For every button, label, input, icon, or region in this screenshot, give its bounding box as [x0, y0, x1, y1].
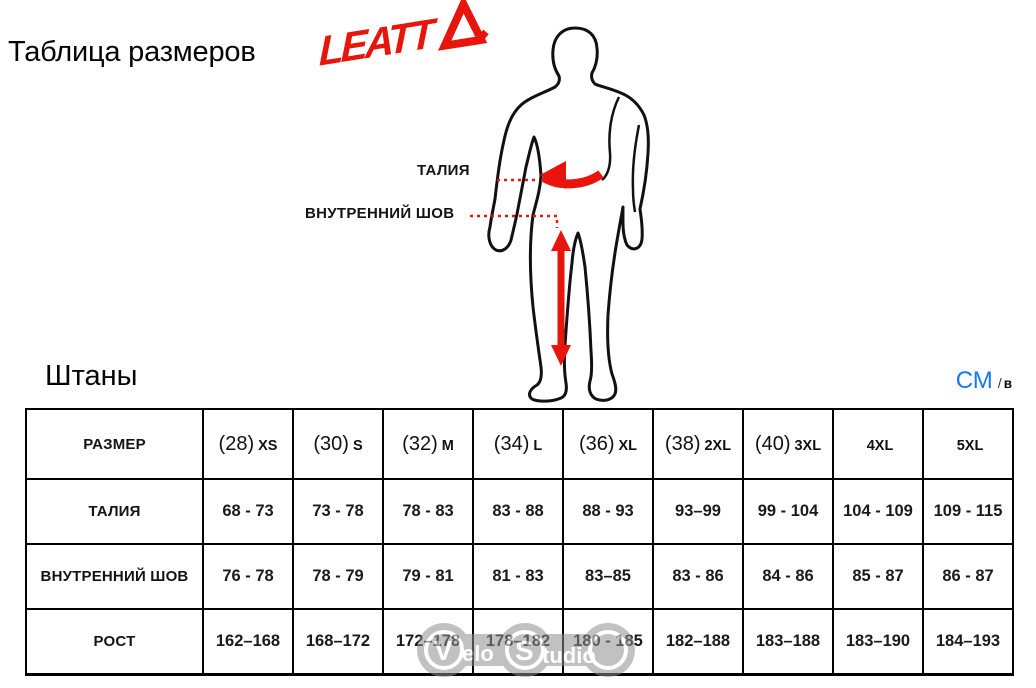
size-value-cell: 178–182: [472, 608, 564, 676]
size-value-cell: 109 - 115: [922, 478, 1014, 545]
units-secondary: в: [1003, 376, 1012, 391]
size-column-header: (32) M: [382, 408, 474, 480]
size-code: S: [352, 437, 363, 454]
size-code: XL: [618, 437, 638, 454]
page-title: Таблица размеров: [8, 36, 256, 68]
size-column-header: 4XL: [832, 408, 924, 480]
size-value-cell: 162–168: [202, 608, 294, 676]
size-column-header: (38) 2XL: [652, 408, 744, 480]
leatt-triangle-icon: [438, 0, 489, 51]
inseam-arrowhead-bottom-icon: [551, 345, 571, 366]
row-label: ТАЛИЯ: [25, 478, 204, 545]
size-column-header: (36) XL: [562, 408, 654, 480]
waist-measure-arrow-icon: [540, 170, 604, 189]
size-number: (32): [402, 432, 438, 455]
size-number: (40): [754, 432, 791, 455]
size-number: (36): [578, 432, 615, 455]
size-value-cell: 84 - 86: [742, 543, 834, 610]
size-value-cell: 182–188: [652, 608, 744, 676]
body-outline: [487, 26, 650, 403]
size-value-cell: 180 - 185: [562, 608, 654, 676]
size-value-cell: 76 - 78: [202, 543, 294, 610]
size-column-header: (30) S: [292, 408, 384, 480]
size-code: 3XL: [794, 437, 822, 454]
size-code: 4XL: [866, 437, 894, 454]
table-row-height: РОСТ 162–168 168–172 172–178 178–182 180…: [25, 608, 1014, 676]
size-column-header: (40) 3XL: [742, 408, 834, 480]
size-value-cell: 99 - 104: [742, 478, 834, 545]
arm-contour-line: [631, 124, 641, 213]
size-value-cell: 78 - 79: [292, 543, 384, 610]
size-table: РАЗМЕР (28) XS (30) S (32) M (34) L (36) XL (…: [25, 408, 1014, 676]
waist-label: ТАЛИЯ: [417, 162, 470, 179]
body-diagram: ТАЛИЯ ВНУТРЕННИЙ ШОВ: [300, 15, 700, 405]
row-label: ВНУТРЕННИЙ ШОВ: [25, 543, 204, 610]
table-row-waist: ТАЛИЯ 68 - 73 73 - 78 78 - 83 83 - 88 88…: [25, 478, 1014, 545]
size-value-cell: 183–190: [832, 608, 924, 676]
inseam-pointer-line: [470, 214, 559, 228]
units-separator: /: [997, 375, 1002, 391]
table-row-inseam: ВНУТРЕННИЙ ШОВ 76 - 78 78 - 79 79 - 81 8…: [25, 543, 1014, 610]
torso-contour-line: [601, 96, 621, 181]
size-column-header: (34) L: [472, 408, 564, 480]
inseam-arrowhead-top-icon: [551, 230, 571, 251]
waist-arrowhead-icon: [540, 161, 566, 189]
size-value-cell: 73 - 78: [292, 478, 384, 545]
size-table-corner: РАЗМЕР: [25, 408, 204, 480]
row-label: РОСТ: [25, 608, 204, 676]
size-number: (30): [313, 432, 349, 455]
size-code: L: [533, 437, 543, 454]
size-value-cell: 183–188: [742, 608, 834, 676]
size-number: (34): [493, 432, 530, 455]
inseam-label: ВНУТРЕННИЙ ШОВ: [305, 205, 455, 222]
size-value-cell: 168–172: [292, 608, 384, 676]
size-value-cell: 88 - 93: [562, 478, 654, 545]
size-value-cell: 78 - 83: [382, 478, 474, 545]
size-number: (38): [664, 432, 701, 455]
size-value-cell: 104 - 109: [832, 478, 924, 545]
size-value-cell: 85 - 87: [832, 543, 924, 610]
size-column-header: 5XL: [922, 408, 1014, 480]
size-value-cell: 83 - 86: [652, 543, 744, 610]
size-value-cell: 86 - 87: [922, 543, 1014, 610]
size-value-cell: 81 - 83: [472, 543, 564, 610]
size-value-cell: 184–193: [922, 608, 1014, 676]
size-value-cell: 68 - 73: [202, 478, 294, 545]
size-code: 5XL: [956, 437, 984, 454]
size-code: 2XL: [704, 437, 732, 454]
size-value-cell: 83 - 88: [472, 478, 564, 545]
body-figure-illustration: [470, 26, 650, 403]
section-title: Штаны: [45, 360, 138, 392]
size-column-header: (28) XS: [202, 408, 294, 480]
size-code: M: [441, 437, 454, 454]
size-value-cell: 93–99: [652, 478, 744, 545]
size-value-cell: 83–85: [562, 543, 654, 610]
size-code: XS: [258, 437, 278, 454]
units-label: СМ / в: [860, 367, 1012, 395]
leatt-logo: LEATT: [315, 0, 491, 75]
header-row: РАЗМЕР (28) XS (30) S (32) M (34) L (36) XL (…: [25, 408, 1014, 480]
size-value-cell: 79 - 81: [382, 543, 474, 610]
units-cm: СМ: [955, 367, 993, 394]
size-value-cell: 172–178: [382, 608, 474, 676]
size-number: (28): [218, 432, 255, 455]
